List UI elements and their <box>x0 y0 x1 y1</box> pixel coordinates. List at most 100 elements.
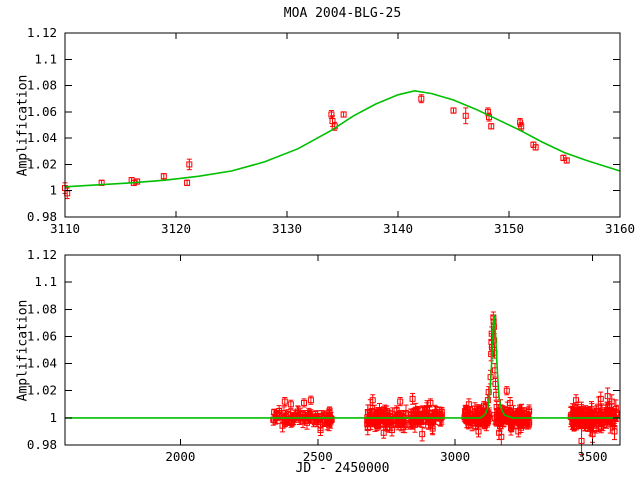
y-tick-label: 1.08 <box>27 78 57 93</box>
x-tick-label: 3130 <box>272 221 302 236</box>
y-tick-label: 1.02 <box>27 156 57 171</box>
x-tick-label: 3120 <box>161 221 191 236</box>
data-point <box>305 413 312 420</box>
data-point <box>475 409 482 416</box>
data-point <box>503 387 510 394</box>
data-point <box>409 395 416 402</box>
data-point <box>294 408 301 415</box>
data-point <box>364 425 371 432</box>
bottom-panel: 2000 2500 3000 3500 0.98 1 1.02 1.04 1.06 1.08 1.1… <box>27 247 621 464</box>
data-point <box>281 398 288 405</box>
y-tick-label: 0.98 <box>27 209 57 224</box>
data-point <box>573 397 580 404</box>
data-point <box>160 173 167 180</box>
x-tick-label: 3160 <box>605 221 635 236</box>
y-tick-label: 1.06 <box>27 328 57 343</box>
model-curve <box>64 89 621 188</box>
data-point <box>518 123 525 130</box>
y-tick-label: 1.12 <box>27 25 57 40</box>
data-point <box>498 433 505 440</box>
y-tick-label: 1.12 <box>27 247 57 262</box>
bottom-axes <box>64 254 621 446</box>
x-tick-label: 2500 <box>303 449 333 464</box>
data-point <box>184 179 191 186</box>
data-point <box>423 405 430 412</box>
x-tick-label: 3140 <box>383 221 413 236</box>
data-point <box>466 411 473 418</box>
data-point <box>282 419 289 426</box>
data-point <box>485 389 492 396</box>
data-point <box>403 410 410 417</box>
top-axes <box>64 32 621 218</box>
data-point <box>410 416 417 423</box>
data-point <box>418 95 425 102</box>
x-tick-label: 3150 <box>494 221 524 236</box>
data-point <box>438 408 445 415</box>
data-point <box>569 411 576 418</box>
top-panel: 3110 3120 3130 3140 3150 3160 0.98 1 1.02 1.04 1.0… <box>27 25 635 236</box>
data-point <box>579 415 586 422</box>
data-point <box>488 123 495 130</box>
data-point <box>388 427 395 434</box>
data-point <box>604 393 611 400</box>
top-panel-ylabel: Amplification <box>15 74 31 177</box>
chart-title: MOA 2004-BLG-25 <box>283 6 402 21</box>
data-point <box>397 398 404 405</box>
x-tick-label: 3110 <box>50 221 80 236</box>
data-point <box>303 419 310 426</box>
data-point <box>462 112 469 119</box>
data-point <box>328 111 335 118</box>
model-curve <box>65 314 620 419</box>
x-tick-label: 3000 <box>440 449 470 464</box>
data-point <box>301 399 308 406</box>
bottom-panel-ylabel: Amplification <box>15 299 31 402</box>
data-point <box>532 144 539 151</box>
x-axis-label: JD - 2450000 <box>295 461 390 476</box>
y-tick-label: 1.06 <box>27 104 57 119</box>
data-point <box>326 422 333 429</box>
data-point <box>450 107 457 114</box>
data-point <box>483 413 490 420</box>
panel-border <box>64 32 621 218</box>
y-tick-label: 1.08 <box>27 301 57 316</box>
data-point <box>436 409 443 416</box>
y-tick-label: 0.98 <box>27 437 57 452</box>
y-tick-label: 1.02 <box>27 383 57 398</box>
data-point <box>276 410 283 417</box>
data-point <box>563 157 570 164</box>
data-point <box>578 437 585 444</box>
data-point <box>495 411 502 418</box>
data-point <box>429 425 436 432</box>
data-point <box>290 416 297 423</box>
data-point <box>583 416 590 423</box>
data-point <box>514 410 521 417</box>
data-point <box>287 401 294 408</box>
data-point <box>374 418 381 425</box>
data-point <box>284 411 291 418</box>
top-data-series <box>62 94 570 200</box>
panel-border <box>64 254 621 446</box>
data-point <box>603 411 610 418</box>
data-point <box>419 431 426 438</box>
data-point <box>381 408 388 415</box>
x-tick-label: 2000 <box>165 449 195 464</box>
y-tick-label: 1.1 <box>34 274 57 289</box>
data-point <box>340 111 347 118</box>
data-point <box>524 418 531 425</box>
y-tick-label: 1.04 <box>27 130 57 145</box>
data-point <box>469 420 476 427</box>
data-point <box>393 407 400 414</box>
data-point <box>307 397 314 404</box>
y-tick-label: 1.04 <box>27 356 57 371</box>
data-point <box>425 418 432 425</box>
data-point <box>595 403 602 410</box>
y-tick-label: 1 <box>49 410 57 425</box>
data-point <box>323 415 330 422</box>
data-point <box>186 161 193 168</box>
x-tick-label: 3500 <box>577 449 607 464</box>
bottom-data-series <box>270 311 620 455</box>
y-tick-label: 1 <box>49 183 57 198</box>
y-tick-label: 1.1 <box>34 51 57 66</box>
